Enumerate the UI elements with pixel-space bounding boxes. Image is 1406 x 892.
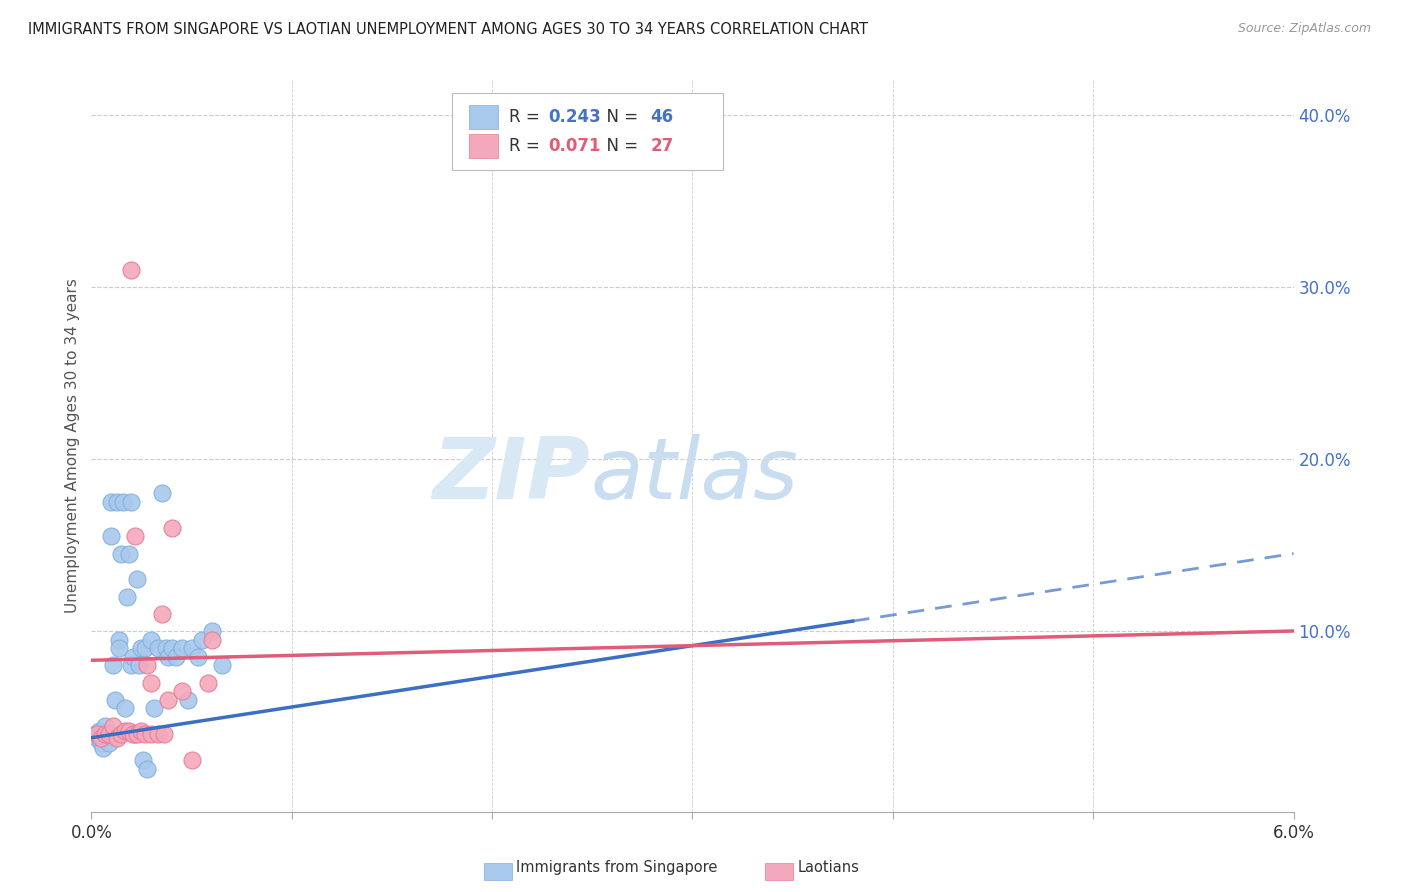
- Point: [131, 641, 153, 656]
- Point: [117, 590, 139, 604]
- Point: [180, 641, 202, 656]
- Point: [197, 675, 219, 690]
- Point: [136, 762, 159, 776]
- Point: [118, 723, 141, 738]
- Point: [127, 573, 149, 587]
- Text: IMMIGRANTS FROM SINGAPORE VS LAOTIAN UNEMPLOYMENT AMONG AGES 30 TO 34 YEARS CORR: IMMIGRANTS FROM SINGAPORE VS LAOTIAN UNE…: [28, 22, 868, 37]
- FancyBboxPatch shape: [468, 105, 498, 128]
- Point: [98, 736, 121, 750]
- Point: [124, 529, 146, 543]
- Point: [121, 262, 143, 277]
- Point: [150, 607, 173, 621]
- Point: [134, 727, 156, 741]
- Text: Source: ZipAtlas.com: Source: ZipAtlas.com: [1237, 22, 1371, 36]
- Text: 46: 46: [651, 108, 673, 126]
- FancyBboxPatch shape: [468, 135, 498, 158]
- Point: [93, 741, 115, 756]
- Point: [201, 624, 224, 638]
- Point: [127, 727, 149, 741]
- Point: [93, 731, 115, 745]
- Point: [94, 727, 117, 741]
- Point: [86, 731, 108, 745]
- Point: [176, 693, 198, 707]
- Point: [132, 753, 155, 767]
- Text: ZIP: ZIP: [433, 434, 591, 516]
- Text: 27: 27: [651, 137, 673, 155]
- Point: [170, 641, 193, 656]
- Point: [146, 641, 169, 656]
- Point: [165, 649, 187, 664]
- Point: [128, 658, 150, 673]
- Point: [131, 723, 153, 738]
- Text: N =: N =: [596, 108, 644, 126]
- Point: [155, 641, 177, 656]
- Point: [142, 701, 165, 715]
- Text: 0.243: 0.243: [548, 108, 600, 126]
- Point: [170, 684, 193, 698]
- Point: [112, 495, 135, 509]
- Point: [90, 736, 112, 750]
- Point: [122, 727, 145, 741]
- Point: [89, 723, 111, 738]
- Point: [190, 632, 212, 647]
- Point: [110, 547, 132, 561]
- Point: [124, 727, 146, 741]
- Point: [108, 641, 131, 656]
- Point: [160, 521, 183, 535]
- Point: [108, 632, 131, 647]
- Point: [118, 547, 141, 561]
- Point: [100, 529, 122, 543]
- Point: [141, 727, 163, 741]
- Point: [94, 719, 117, 733]
- Point: [114, 701, 136, 715]
- Point: [84, 727, 107, 741]
- Point: [152, 727, 174, 741]
- Point: [103, 658, 125, 673]
- Point: [156, 693, 179, 707]
- Text: R =: R =: [509, 108, 544, 126]
- Point: [150, 486, 173, 500]
- Point: [104, 693, 127, 707]
- Text: N =: N =: [596, 137, 644, 155]
- Point: [98, 727, 121, 741]
- Point: [211, 658, 233, 673]
- Point: [141, 632, 163, 647]
- Point: [103, 719, 125, 733]
- Point: [180, 753, 202, 767]
- Point: [107, 731, 129, 745]
- FancyBboxPatch shape: [451, 93, 723, 169]
- Point: [114, 723, 136, 738]
- Y-axis label: Unemployment Among Ages 30 to 34 years: Unemployment Among Ages 30 to 34 years: [65, 278, 80, 614]
- Point: [100, 495, 122, 509]
- Point: [86, 727, 108, 741]
- Point: [187, 649, 209, 664]
- Point: [201, 632, 224, 647]
- Point: [110, 727, 132, 741]
- Point: [121, 495, 143, 509]
- Point: [160, 641, 183, 656]
- Text: atlas: atlas: [591, 434, 799, 516]
- Text: Immigrants from Singapore: Immigrants from Singapore: [516, 860, 717, 874]
- Point: [90, 731, 112, 745]
- Point: [122, 649, 145, 664]
- Point: [121, 658, 143, 673]
- Point: [136, 658, 159, 673]
- Point: [156, 649, 179, 664]
- Text: Laotians: Laotians: [797, 860, 859, 874]
- Point: [96, 727, 118, 741]
- Text: 0.071: 0.071: [548, 137, 600, 155]
- Point: [134, 641, 156, 656]
- Point: [141, 675, 163, 690]
- Text: R =: R =: [509, 137, 544, 155]
- Point: [146, 727, 169, 741]
- Point: [107, 495, 129, 509]
